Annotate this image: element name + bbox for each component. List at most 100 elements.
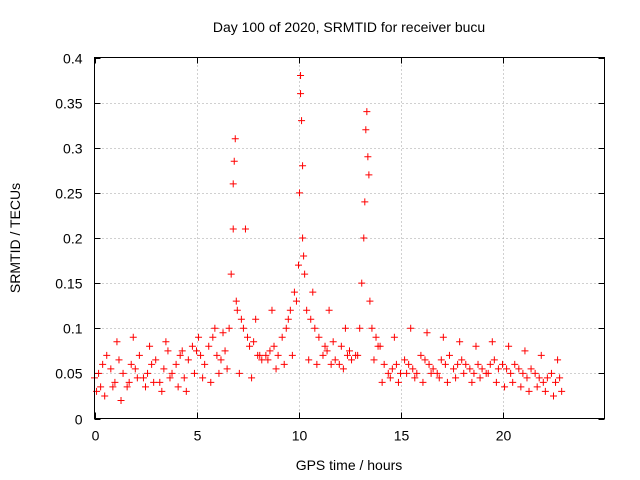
- data-point: [411, 374, 419, 382]
- data-point: [174, 383, 182, 391]
- data-point: [133, 374, 141, 382]
- data-point: [229, 225, 237, 233]
- x-tick-label: 15: [394, 428, 410, 444]
- data-point: [456, 338, 464, 346]
- data-point: [225, 324, 233, 332]
- data-point: [541, 387, 549, 395]
- data-point: [527, 365, 535, 373]
- data-point: [403, 369, 411, 377]
- data-point: [282, 324, 290, 332]
- plot-frame: [94, 57, 605, 419]
- data-point: [325, 306, 333, 314]
- data-point: [458, 356, 466, 364]
- data-point: [274, 351, 282, 359]
- data-point: [197, 351, 205, 359]
- data-point: [437, 356, 445, 364]
- data-point: [361, 198, 369, 206]
- data-point: [535, 374, 543, 382]
- data-point: [307, 315, 315, 323]
- data-point: [215, 369, 223, 377]
- data-point: [419, 378, 427, 386]
- data-point: [435, 374, 443, 382]
- data-point: [111, 378, 119, 386]
- data-point: [123, 383, 131, 391]
- data-point: [363, 108, 371, 116]
- x-axis-label: GPS time / hours: [296, 457, 403, 473]
- data-point: [474, 360, 482, 368]
- data-point: [190, 369, 198, 377]
- data-point: [252, 315, 260, 323]
- data-point: [248, 374, 256, 382]
- data-point: [476, 374, 484, 382]
- data-point: [168, 369, 176, 377]
- data-point: [511, 360, 519, 368]
- data-point: [358, 279, 366, 287]
- data-point: [366, 297, 374, 305]
- data-point: [323, 347, 331, 355]
- data-point: [95, 369, 103, 377]
- data-point: [256, 351, 264, 359]
- data-point: [180, 374, 188, 382]
- data-point: [229, 180, 237, 188]
- data-point: [335, 360, 343, 368]
- data-point: [405, 360, 413, 368]
- data-point: [515, 365, 523, 373]
- data-point: [270, 342, 278, 350]
- data-point: [517, 383, 525, 391]
- data-point: [107, 365, 115, 373]
- data-point: [499, 360, 506, 368]
- data-point: [339, 365, 347, 373]
- data-point: [309, 288, 317, 296]
- data-point: [466, 365, 474, 373]
- data-point: [523, 374, 531, 382]
- data-point: [272, 365, 280, 373]
- data-point: [443, 378, 451, 386]
- data-point: [505, 342, 513, 350]
- data-point: [300, 252, 308, 260]
- data-point: [401, 356, 409, 364]
- data-point: [537, 351, 545, 359]
- tick-labels: 0 5 10 15 20 0 0.05 0.1 0.15 0.2 0.25 0.3 0.35 0.4: [55, 51, 511, 444]
- data-point: [394, 378, 402, 386]
- data-point: [413, 369, 421, 377]
- data-point: [354, 351, 362, 359]
- y-tick-label: 0.3: [63, 141, 83, 157]
- data-point: [103, 351, 111, 359]
- data-point: [239, 324, 247, 332]
- x-tick-label: 0: [92, 428, 100, 444]
- data-point: [360, 234, 368, 242]
- data-points: [91, 72, 566, 404]
- data-point: [207, 378, 215, 386]
- data-point: [370, 356, 378, 364]
- data-point: [303, 306, 311, 314]
- data-point: [156, 378, 164, 386]
- y-tick-label: 0.1: [63, 321, 83, 337]
- data-point: [162, 338, 170, 346]
- data-point: [462, 360, 470, 368]
- data-point: [384, 369, 392, 377]
- data-point: [292, 297, 300, 305]
- data-point: [558, 387, 566, 395]
- data-point: [297, 90, 305, 98]
- data-point: [539, 378, 547, 386]
- data-point: [472, 342, 480, 350]
- data-point: [531, 369, 539, 377]
- data-point: [397, 369, 404, 377]
- data-point: [278, 333, 286, 341]
- data-point: [144, 369, 152, 377]
- data-point: [230, 157, 238, 165]
- data-point: [543, 374, 551, 382]
- data-point: [268, 306, 276, 314]
- y-tick-label: 0.35: [55, 96, 82, 112]
- data-point: [135, 351, 143, 359]
- data-point: [113, 338, 121, 346]
- data-point: [205, 342, 213, 350]
- data-point: [521, 347, 529, 355]
- data-point: [101, 392, 109, 400]
- data-point: [211, 324, 219, 332]
- data-point: [468, 378, 476, 386]
- data-point: [182, 387, 190, 395]
- data-point: [258, 356, 266, 364]
- data-point: [266, 347, 274, 355]
- data-point: [533, 383, 541, 391]
